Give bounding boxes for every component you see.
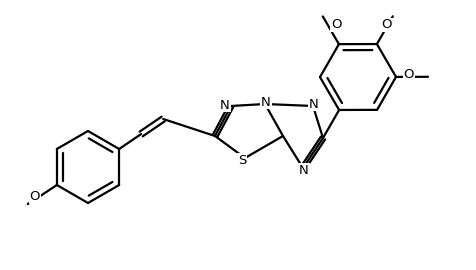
Text: O: O [30, 191, 40, 204]
Text: N: N [220, 99, 229, 112]
Text: N: N [298, 164, 308, 177]
Text: N: N [308, 97, 318, 110]
Text: O: O [381, 18, 391, 31]
Text: N: N [260, 96, 270, 109]
Text: O: O [403, 68, 413, 81]
Text: S: S [238, 154, 246, 167]
Text: O: O [330, 18, 341, 31]
